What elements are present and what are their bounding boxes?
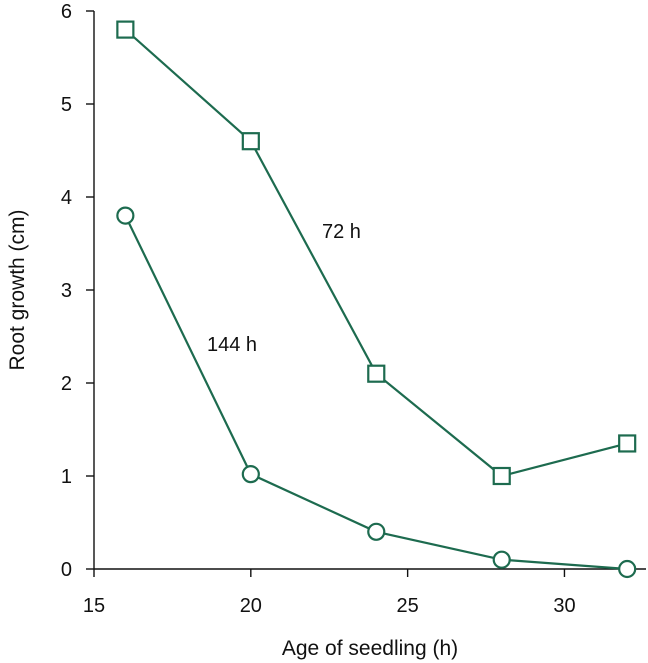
data-point-circle [492,550,511,569]
series-squares [116,20,637,486]
y-tick-label: 1 [61,466,72,488]
y-tick-label: 6 [61,1,72,23]
y-axis-label: Root growth (cm) [6,209,29,370]
data-point-square [241,132,260,151]
data-point-circle [618,559,637,579]
x-tick-label: 15 [83,595,105,617]
series-label-144h: 144 h [207,334,257,356]
series-circles [116,206,637,579]
series-label-72h: 72 h [322,221,361,243]
series-line [124,28,628,478]
x-tick-label: 30 [553,595,575,617]
data-point-square [618,434,637,453]
data-point-square [116,20,135,39]
y-ticks: 0 1 2 3 4 5 6 [61,1,94,581]
y-tick-label: 2 [61,373,72,395]
y-tick-label: 4 [61,187,72,209]
y-tick-label: 5 [61,94,72,116]
series-layer [116,20,637,579]
y-tick-label: 0 [61,559,72,581]
series-line [124,215,628,571]
y-tick-label: 3 [61,280,72,302]
x-ticks: 15 20 25 30 [83,569,576,617]
data-point-square [367,364,386,383]
x-tick-label: 20 [240,595,262,617]
axes: 0 1 2 3 4 5 6 15 20 25 30 [61,1,646,617]
data-point-square [492,466,511,486]
data-point-circle [116,206,135,225]
data-point-circle [241,465,260,484]
x-axis-label: Age of seedling (h) [282,637,458,660]
x-tick-label: 25 [397,595,419,617]
data-point-circle [367,522,386,541]
